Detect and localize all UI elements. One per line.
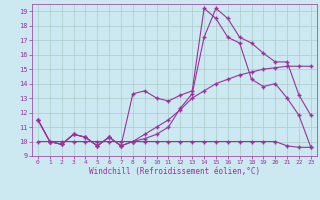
- X-axis label: Windchill (Refroidissement éolien,°C): Windchill (Refroidissement éolien,°C): [89, 167, 260, 176]
